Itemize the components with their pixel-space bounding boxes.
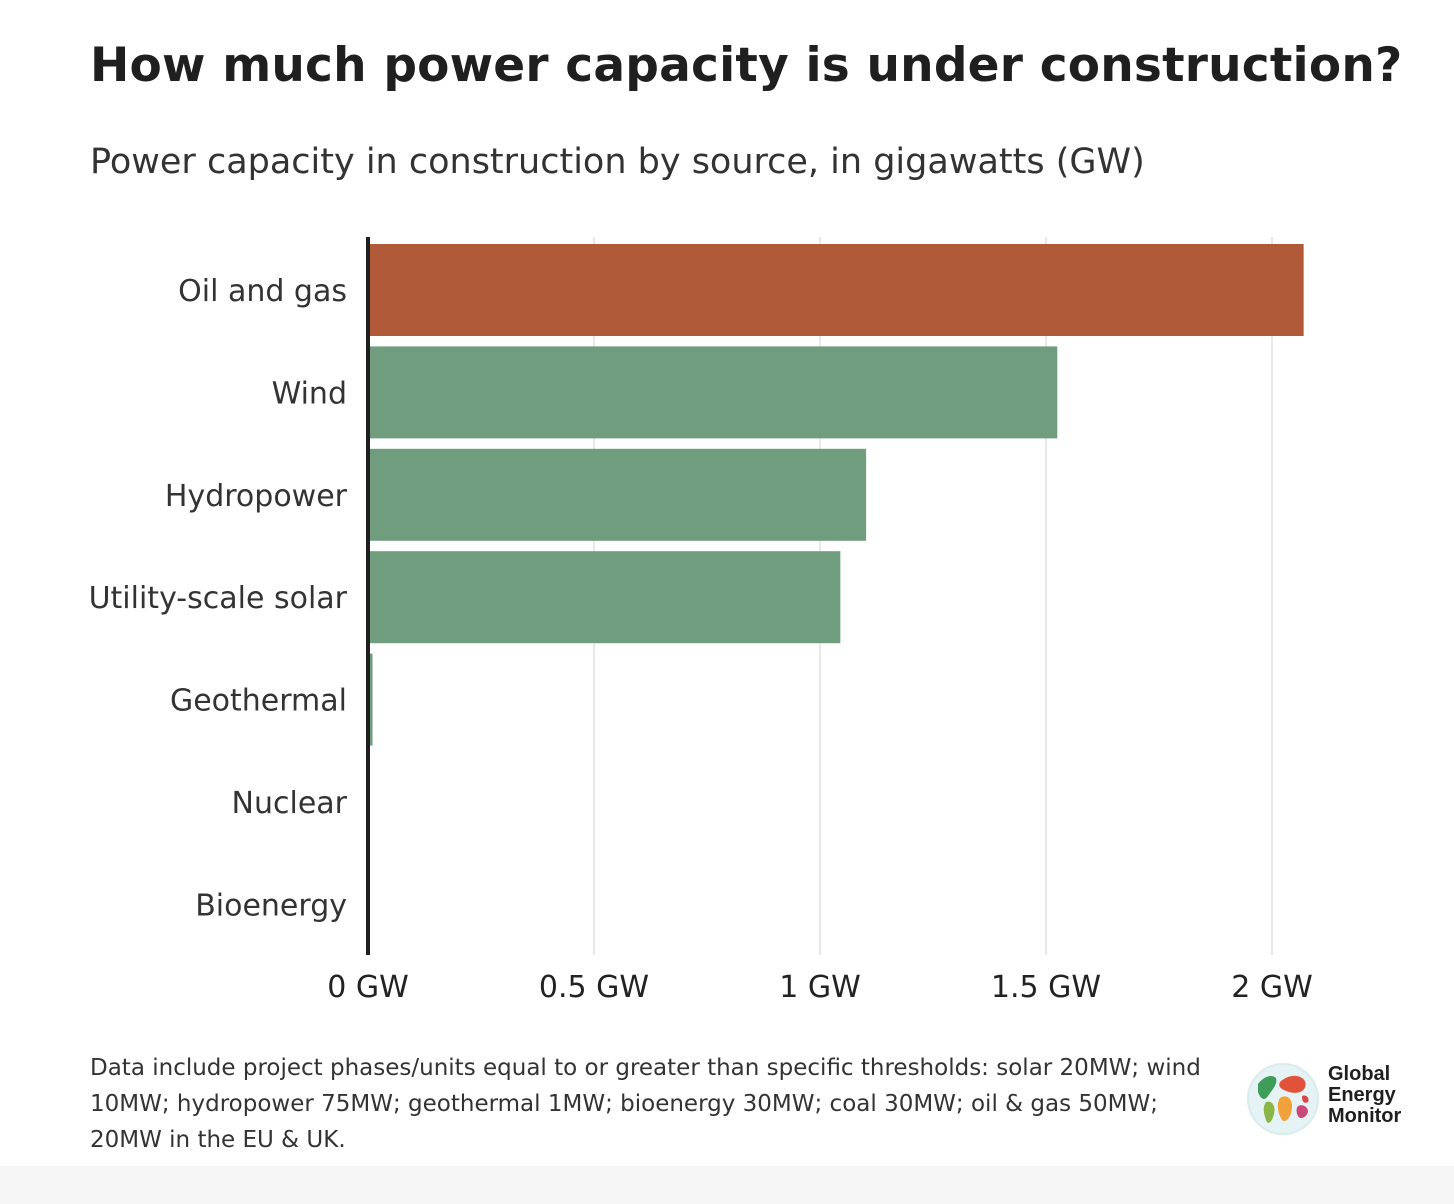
logo-wordmark: Global Energy Monitor: [1328, 1064, 1401, 1127]
bar-wind: [368, 346, 1058, 439]
chart-title: How much power capacity is under constru…: [90, 38, 1403, 93]
x-tick-label: 0 GW: [327, 970, 409, 1005]
bar-utility-scale-solar: [368, 551, 841, 644]
bars: [368, 244, 1304, 746]
category-label: Geothermal: [170, 684, 347, 719]
logo-line-2: Energy: [1328, 1084, 1396, 1106]
footer-bar: [0, 1166, 1454, 1204]
bar-geothermal: [368, 653, 373, 746]
category-label: Hydropower: [165, 479, 348, 514]
x-tick-label: 1 GW: [779, 970, 861, 1005]
bar-oil-and-gas: [368, 244, 1304, 336]
category-label: Bioenergy: [195, 888, 347, 923]
logo-line-1: Global: [1328, 1063, 1391, 1085]
bar-hydropower: [368, 448, 867, 541]
global-energy-monitor-logo[interactable]: Global Energy Monitor: [1246, 1062, 1426, 1138]
x-tick-label: 1.5 GW: [991, 970, 1101, 1005]
category-label: Oil and gas: [178, 274, 347, 309]
category-label: Nuclear: [232, 786, 348, 821]
logo-line-3: Monitor: [1328, 1105, 1402, 1127]
x-tick-label: 2 GW: [1231, 970, 1313, 1005]
bar-chart: Oil and gas Wind Hydropower Utility-scale s…: [89, 237, 1313, 1005]
category-labels: Oil and gas Wind Hydropower Utility-scale s…: [89, 274, 348, 923]
chart-subtitle: Power capacity in construction by source…: [90, 142, 1145, 182]
x-tick-label: 0.5 GW: [539, 970, 649, 1005]
footnote: Data include project phases/units equal …: [90, 1055, 1201, 1153]
x-tick-labels: 0 GW 0.5 GW 1 GW 1.5 GW 2 GW: [327, 970, 1313, 1005]
category-label: Utility-scale solar: [89, 581, 348, 616]
category-label: Wind: [272, 376, 347, 411]
globe-icon: [1247, 1063, 1319, 1135]
